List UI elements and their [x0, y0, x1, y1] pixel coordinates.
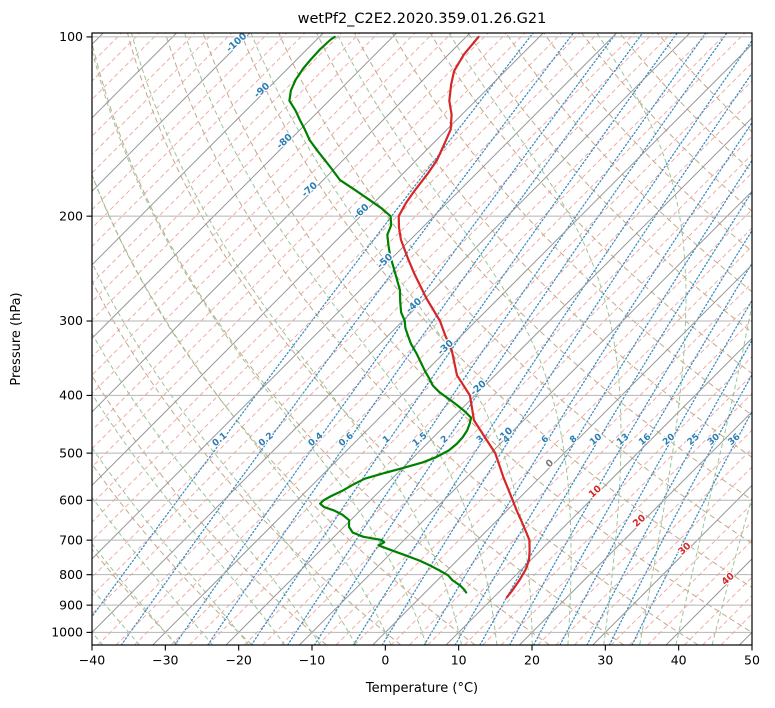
isotherm-label: -70	[300, 180, 320, 200]
x-tick-label: 30	[597, 653, 613, 668]
dewpoint-curve	[288, 35, 473, 594]
y-tick-label: 800	[59, 567, 83, 582]
x-tick-label: −20	[225, 653, 251, 668]
isotherm-label: -80	[275, 132, 295, 152]
y-tick-label: 400	[59, 388, 83, 403]
isotherm-label: 30	[676, 540, 693, 557]
x-tick-label: 40	[671, 653, 687, 668]
moist-adiabat-lines	[92, 33, 752, 645]
mixing-ratio-label: 0.4	[307, 431, 326, 449]
isotherm-label: 10	[587, 483, 604, 500]
x-axis-ticks: −40 −30 −20 −10 0 10 20 30 40 50	[79, 645, 760, 668]
y-axis-label: Pressure (hPa)	[9, 292, 24, 385]
isotherm-label: 40	[720, 570, 737, 587]
x-axis-label: Temperature (°C)	[365, 681, 478, 696]
y-tick-label: 500	[59, 445, 83, 460]
mixing-ratio-label: 8	[568, 434, 579, 446]
y-tick-label: 600	[59, 492, 83, 507]
sounding-layer	[288, 35, 531, 599]
isotherm-label: -90	[252, 81, 272, 101]
x-tick-label: 10	[451, 653, 467, 668]
x-tick-label: −10	[299, 653, 325, 668]
pressure-gridlines	[92, 36, 752, 633]
chart-title: wetPf2_C2E2.2020.359.01.26.G21	[298, 11, 547, 27]
isotherm-label: -40	[404, 296, 424, 316]
major-isotherm-lines	[92, 33, 752, 645]
isotherm-label: -100	[224, 30, 249, 54]
mixing-ratio-label: 2	[439, 434, 450, 446]
x-tick-label: −40	[79, 653, 105, 668]
temperature-curve	[397, 35, 531, 599]
x-tick-label: 0	[381, 653, 389, 668]
y-axis-ticks: 100 200 300 400 500 600 700 800 900 1000	[51, 29, 92, 640]
x-tick-label: 50	[744, 653, 760, 668]
x-tick-label: 20	[524, 653, 540, 668]
y-tick-label: 1000	[51, 625, 83, 640]
mixing-ratio-label: 25	[686, 432, 702, 448]
axes-layer: −40 −30 −20 −10 0 10 20 30 40 5010020030040050060…	[51, 29, 760, 667]
mixing-ratio-label: 1	[381, 434, 392, 446]
dry-adiabat-lines	[92, 33, 752, 645]
plot-border	[91, 32, 753, 646]
isotherm-label: 20	[631, 512, 648, 529]
isotherm-label: -50	[375, 251, 395, 271]
y-tick-label: 300	[59, 313, 83, 328]
y-tick-label: 700	[59, 532, 83, 547]
x-tick-label: −30	[152, 653, 178, 668]
mixing-ratio-lines	[92, 33, 752, 645]
y-tick-label: 200	[59, 208, 83, 223]
y-tick-label: 100	[59, 29, 83, 44]
grid-layer	[92, 33, 752, 645]
mixing-ratio-label: 0.1	[211, 431, 230, 449]
y-tick-label: 900	[59, 597, 83, 612]
isotherm-label: 0	[544, 457, 557, 470]
mixing-ratio-label: 6	[540, 434, 551, 446]
